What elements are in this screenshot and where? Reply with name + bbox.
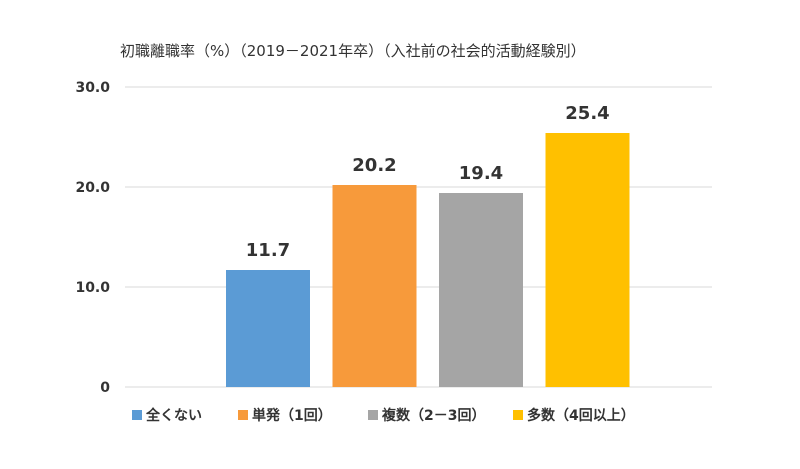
data-label-4: 25.4 — [565, 103, 609, 124]
data-label-2: 20.2 — [352, 155, 396, 176]
legend-label-4: 多数（4回以上） — [527, 407, 635, 424]
y-tick-label: 20.0 — [75, 180, 110, 196]
legend-swatch-1 — [132, 410, 142, 420]
legend-swatch-4 — [513, 410, 523, 420]
y-tick-label: 10.0 — [75, 280, 110, 296]
bars — [226, 133, 630, 387]
legend-label-2: 単発（1回） — [252, 407, 332, 424]
data-label-1: 11.7 — [246, 240, 290, 261]
y-tick-label: 30.0 — [75, 80, 110, 96]
legend-swatch-2 — [238, 410, 248, 420]
legend-label-3: 複数（2－3回） — [381, 407, 485, 424]
bar-2 — [332, 185, 417, 387]
bar-3 — [439, 193, 523, 387]
chart-title: 初職離職率（%）（2019－2021年卒）（入社前の社会的活動経験別） — [120, 42, 586, 60]
y-axis-ticks: 0 10.0 20.0 30.0 — [75, 80, 110, 396]
data-labels: 11.7 20.2 19.4 25.4 — [246, 103, 610, 261]
y-tick-label: 0 — [100, 380, 110, 396]
data-label-3: 19.4 — [459, 163, 503, 184]
legend-label-1: 全くない — [145, 407, 202, 424]
bar-4 — [545, 133, 630, 387]
bar-1 — [226, 270, 310, 387]
legend: 全くない 単発（1回） 複数（2－3回） 多数（4回以上） — [132, 407, 635, 424]
legend-swatch-3 — [368, 410, 378, 420]
